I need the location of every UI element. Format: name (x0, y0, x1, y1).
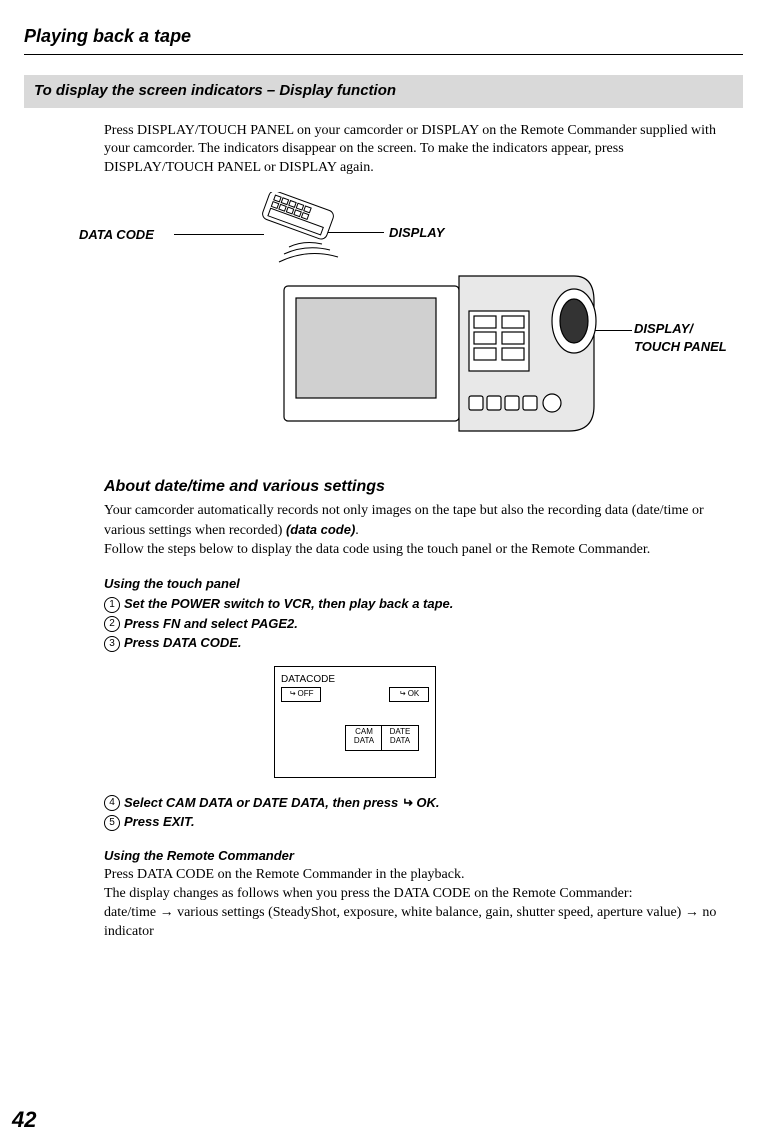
figure: DATA CODE DISPLAY DISPLAY/ TOUCH PANEL (24, 196, 743, 466)
step-number-icon: 4 (104, 795, 120, 811)
step-text: Press EXIT. (124, 814, 195, 829)
label-line2: TOUCH PANEL (634, 339, 727, 354)
label-data-code: DATA CODE (79, 226, 154, 244)
arrow-icon: → (685, 905, 699, 920)
label-display: DISPLAY (389, 224, 444, 242)
intro-paragraph: Press DISPLAY/TOUCH PANEL on your camcor… (104, 122, 733, 179)
section-heading: To display the screen indicators – Displ… (24, 75, 743, 107)
label-display-touch-panel: DISPLAY/ TOUCH PANEL (634, 320, 727, 355)
datacode-title: DATACODE (281, 673, 335, 687)
btn-label: OFF (297, 689, 313, 698)
text: The display changes as follows when you … (104, 886, 632, 901)
bold-text: (data code) (286, 522, 355, 537)
remote-paragraph: Press DATA CODE on the Remote Commander … (104, 866, 733, 942)
arrow-icon: → (160, 905, 174, 920)
date-data-button[interactable]: DATEDATA (381, 725, 419, 751)
about-paragraph: Your camcorder automatically records not… (104, 502, 733, 560)
remote-heading: Using the Remote Commander (104, 847, 733, 865)
step-number-icon: 1 (104, 597, 120, 613)
step-text: Set the POWER switch to VCR, then play b… (124, 596, 453, 611)
page-title: Playing back a tape (24, 24, 743, 55)
btn-label: DATE (390, 727, 411, 736)
step-2: 2 Press FN and select PAGE2. (104, 615, 733, 633)
step-4: 4 Select CAM DATA or DATE DATA, then pres… (104, 794, 733, 812)
cam-data-button[interactable]: CAMDATA (345, 725, 383, 751)
btn-label: DATA (390, 736, 410, 745)
ok-button[interactable]: ↵ OK (389, 687, 429, 702)
subheading-about: About date/time and various settings (104, 476, 733, 498)
step-5: 5 Press EXIT. (104, 813, 733, 831)
step-text: Select CAM DATA or DATE DATA, then press (124, 795, 402, 810)
datacode-screen: DATACODE ↵ OFF ↵ OK CAMDATA DATEDATA (274, 666, 436, 778)
step-number-icon: 2 (104, 616, 120, 632)
off-button[interactable]: ↵ OFF (281, 687, 321, 702)
return-icon: ↵ (399, 690, 406, 699)
step-number-icon: 3 (104, 636, 120, 652)
label-line1: DISPLAY/ (634, 321, 693, 336)
camcorder-illustration (274, 256, 614, 456)
text: various settings (SteadyShot, exposure, … (174, 905, 685, 920)
text: . (355, 523, 359, 538)
step-3: 3 Press DATA CODE. (104, 634, 733, 652)
step-text: Press DATA CODE. (124, 635, 242, 650)
page-number: 42 (12, 1105, 36, 1135)
touch-panel-heading: Using the touch panel (104, 575, 733, 593)
btn-label: DATA (354, 736, 374, 745)
step-number-icon: 5 (104, 815, 120, 831)
step-text: Press FN and select PAGE2. (124, 616, 298, 631)
btn-label: CAM (355, 727, 373, 736)
btn-label: OK (408, 689, 420, 698)
text: Press DATA CODE on the Remote Commander … (104, 867, 465, 882)
text: date/time (104, 905, 160, 920)
step-1: 1 Set the POWER switch to VCR, then play … (104, 595, 733, 613)
return-icon: ↵ (402, 794, 413, 812)
text: Follow the steps below to display the da… (104, 542, 650, 557)
step-text: OK. (413, 795, 440, 810)
text: Your camcorder automatically records not… (104, 503, 704, 538)
return-icon: ↵ (289, 690, 296, 699)
